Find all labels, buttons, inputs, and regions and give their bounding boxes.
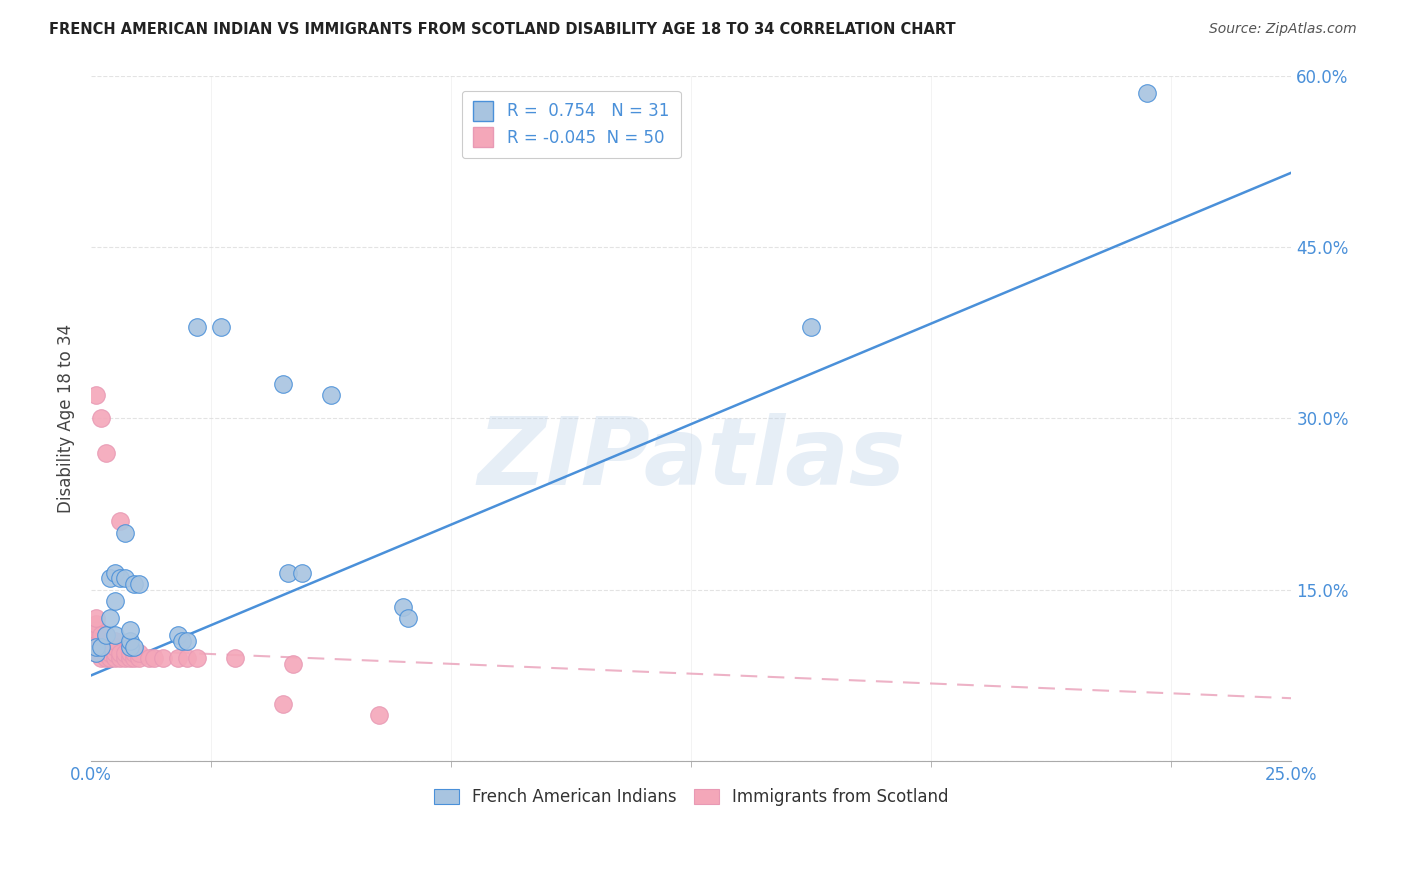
Y-axis label: Disability Age 18 to 34: Disability Age 18 to 34 bbox=[58, 324, 75, 513]
Point bbox=[84, 388, 107, 402]
Point bbox=[84, 646, 107, 660]
Point bbox=[98, 611, 121, 625]
Point bbox=[114, 651, 136, 665]
Point bbox=[1136, 86, 1159, 100]
Text: Source: ZipAtlas.com: Source: ZipAtlas.com bbox=[1209, 22, 1357, 37]
Point bbox=[277, 566, 299, 580]
Point bbox=[176, 634, 198, 648]
Point bbox=[94, 640, 117, 654]
Point bbox=[118, 646, 141, 660]
Point bbox=[224, 651, 246, 665]
Point bbox=[271, 697, 294, 711]
Point bbox=[94, 651, 117, 665]
Point bbox=[186, 651, 208, 665]
Point bbox=[98, 651, 121, 665]
Point bbox=[321, 388, 343, 402]
Point bbox=[392, 599, 415, 614]
Point bbox=[118, 640, 141, 654]
Point bbox=[138, 651, 160, 665]
Point bbox=[84, 640, 107, 654]
Point bbox=[124, 640, 146, 654]
Point bbox=[176, 651, 198, 665]
Point bbox=[98, 646, 121, 660]
Point bbox=[94, 628, 117, 642]
Point bbox=[396, 611, 419, 625]
Point bbox=[124, 577, 146, 591]
Point bbox=[98, 640, 121, 654]
Point bbox=[94, 628, 117, 642]
Point bbox=[108, 571, 131, 585]
Text: FRENCH AMERICAN INDIAN VS IMMIGRANTS FROM SCOTLAND DISABILITY AGE 18 TO 34 CORRE: FRENCH AMERICAN INDIAN VS IMMIGRANTS FRO… bbox=[49, 22, 956, 37]
Point bbox=[90, 628, 112, 642]
Point bbox=[104, 566, 127, 580]
Point bbox=[124, 651, 146, 665]
Point bbox=[209, 319, 232, 334]
Point bbox=[104, 646, 127, 660]
Point bbox=[94, 646, 117, 660]
Point bbox=[800, 319, 823, 334]
Point bbox=[142, 651, 165, 665]
Point bbox=[108, 514, 131, 528]
Point bbox=[84, 617, 107, 632]
Point bbox=[94, 445, 117, 459]
Point bbox=[84, 628, 107, 642]
Text: ZIPatlas: ZIPatlas bbox=[477, 413, 905, 506]
Point bbox=[271, 377, 294, 392]
Point bbox=[291, 566, 314, 580]
Point bbox=[104, 634, 127, 648]
Point bbox=[84, 640, 107, 654]
Point bbox=[94, 634, 117, 648]
Point bbox=[118, 651, 141, 665]
Point bbox=[90, 640, 112, 654]
Point bbox=[172, 634, 194, 648]
Point bbox=[104, 594, 127, 608]
Point bbox=[124, 646, 146, 660]
Point bbox=[118, 640, 141, 654]
Point bbox=[90, 634, 112, 648]
Point bbox=[84, 646, 107, 660]
Point bbox=[118, 623, 141, 637]
Point bbox=[152, 651, 174, 665]
Legend: French American Indians, Immigrants from Scotland: French American Indians, Immigrants from… bbox=[426, 780, 957, 814]
Point bbox=[98, 571, 121, 585]
Point bbox=[90, 411, 112, 425]
Point bbox=[166, 651, 188, 665]
Point bbox=[166, 628, 188, 642]
Point bbox=[114, 571, 136, 585]
Point bbox=[84, 634, 107, 648]
Point bbox=[98, 634, 121, 648]
Point bbox=[118, 634, 141, 648]
Point bbox=[90, 646, 112, 660]
Point bbox=[84, 623, 107, 637]
Point bbox=[368, 708, 391, 723]
Point bbox=[104, 628, 127, 642]
Point bbox=[90, 640, 112, 654]
Point bbox=[114, 525, 136, 540]
Point bbox=[84, 611, 107, 625]
Point bbox=[281, 657, 304, 671]
Point bbox=[108, 651, 131, 665]
Point bbox=[114, 646, 136, 660]
Point bbox=[128, 651, 150, 665]
Point bbox=[104, 651, 127, 665]
Point bbox=[186, 319, 208, 334]
Point bbox=[90, 651, 112, 665]
Point bbox=[104, 640, 127, 654]
Point bbox=[108, 646, 131, 660]
Point bbox=[128, 577, 150, 591]
Point bbox=[128, 646, 150, 660]
